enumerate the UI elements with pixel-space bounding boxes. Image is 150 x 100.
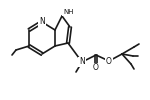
Text: N: N [39,18,45,26]
Text: O: O [93,64,99,72]
Text: NH: NH [63,9,74,15]
Text: N: N [79,57,85,66]
Text: O: O [106,56,112,66]
